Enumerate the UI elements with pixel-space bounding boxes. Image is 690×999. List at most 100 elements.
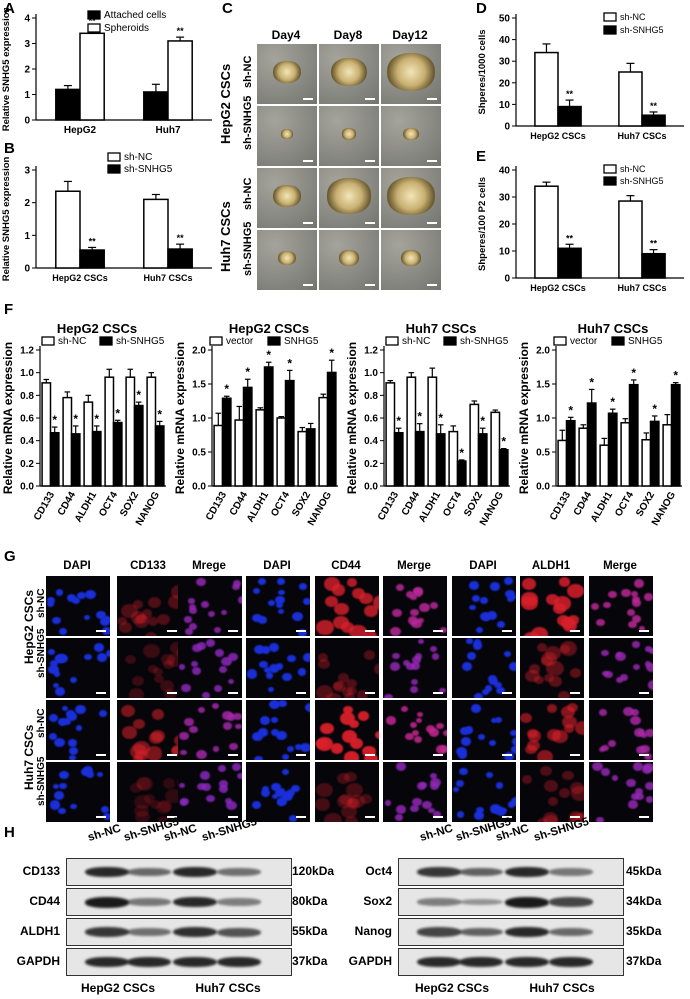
scale-bar bbox=[502, 754, 512, 756]
y-tick-label: 30 bbox=[499, 193, 511, 204]
category-label: OCT4 bbox=[613, 490, 636, 519]
y-tick-label: 1.0 bbox=[20, 368, 34, 379]
fluorescence-image bbox=[589, 638, 653, 698]
significance-label: * bbox=[136, 388, 141, 402]
legend-swatch bbox=[603, 12, 617, 22]
bar bbox=[557, 105, 582, 127]
category-label: Huh7 CSCs bbox=[143, 273, 192, 283]
scale-bar bbox=[427, 222, 437, 224]
blot-band bbox=[505, 866, 549, 878]
bar bbox=[276, 417, 287, 487]
bar bbox=[385, 382, 396, 487]
legend-swatch bbox=[553, 336, 567, 346]
bar bbox=[670, 383, 681, 487]
scale-bar bbox=[570, 816, 580, 818]
scale-bar bbox=[365, 222, 375, 224]
blot-band bbox=[217, 927, 261, 937]
legend-swatch bbox=[107, 152, 121, 162]
y-tick-label: 0.4 bbox=[20, 436, 34, 447]
bar bbox=[55, 88, 81, 121]
blot-band bbox=[127, 956, 171, 968]
blot-lane-label: sh-NC bbox=[86, 822, 123, 844]
legend-label: SNHG5 bbox=[284, 336, 319, 347]
panel-c-row-label: sh-NC bbox=[242, 177, 254, 210]
category-label: Huh7 CSCs bbox=[617, 131, 666, 141]
bar bbox=[607, 412, 618, 487]
bar bbox=[641, 114, 666, 127]
y-tick-label: 0 bbox=[24, 264, 30, 275]
panel-letter-c: C bbox=[222, 0, 233, 17]
blot-protein-label: CD44 bbox=[29, 894, 60, 908]
blot-band bbox=[85, 896, 129, 908]
panel-letter-g: G bbox=[4, 548, 16, 565]
legend-label: sh-SNHG5 bbox=[620, 25, 664, 35]
y-tick-label: 0 bbox=[504, 122, 510, 133]
bar bbox=[143, 91, 169, 121]
scale-bar bbox=[96, 816, 106, 818]
blot-protein-label: CD133 bbox=[22, 864, 60, 878]
sphere-micrograph bbox=[319, 44, 379, 104]
bar bbox=[221, 397, 232, 487]
bar bbox=[326, 371, 337, 487]
fluorescence-image bbox=[383, 700, 447, 760]
chart-title: Huh7 CSCs bbox=[406, 321, 477, 336]
legend-label: Attached cells bbox=[104, 10, 166, 21]
significance-label: * bbox=[73, 412, 78, 426]
scale-bar bbox=[502, 630, 512, 632]
y-axis-label: Relative SNHG5 expression bbox=[1, 156, 12, 281]
sphere bbox=[403, 127, 419, 141]
sphere-micrograph bbox=[257, 44, 317, 104]
chart-b: 0 1 2 3 Relative SNHG5 expression ** HepG2 CSC… bbox=[1, 152, 212, 283]
blot-band bbox=[459, 898, 503, 906]
panel-c-image-grid bbox=[257, 44, 441, 290]
legend-swatch bbox=[385, 336, 399, 346]
y-tick-label: 2 bbox=[24, 198, 30, 209]
bar bbox=[41, 382, 52, 487]
bar bbox=[534, 51, 559, 127]
bar bbox=[565, 419, 576, 487]
bar bbox=[104, 376, 115, 487]
significance-label: * bbox=[652, 402, 657, 416]
fluorescence-image bbox=[520, 700, 584, 760]
y-tick-label: 0.0 bbox=[192, 482, 206, 493]
legend-label: SNHG5 bbox=[628, 336, 663, 347]
bar bbox=[91, 430, 102, 487]
blot-strip bbox=[398, 858, 624, 886]
significance-label: * bbox=[329, 346, 334, 360]
y-tick-label: 1.5 bbox=[536, 380, 550, 391]
chart-f4: Huh7 CSCs 0.0 0.5 1.0 1.5 2.0 Relative mRNA ex… bbox=[517, 321, 682, 528]
bar bbox=[557, 439, 568, 487]
blot-band bbox=[505, 956, 549, 968]
y-tick-label: 10 bbox=[499, 100, 511, 111]
bar bbox=[79, 32, 105, 121]
panel-g-column-head: CD133 bbox=[130, 560, 166, 572]
significance-label: * bbox=[157, 407, 162, 421]
panel-g-column-head: ALDH1 bbox=[531, 560, 571, 572]
panel-letter-e: E bbox=[476, 148, 487, 165]
scale-bar bbox=[639, 630, 649, 632]
y-tick-label: 0.0 bbox=[20, 482, 34, 493]
scale-bar bbox=[167, 816, 177, 818]
legend-label: sh-SNHG5 bbox=[124, 164, 173, 175]
bar bbox=[167, 40, 193, 121]
bar bbox=[628, 383, 639, 487]
significance-label: * bbox=[266, 348, 271, 362]
bar bbox=[234, 419, 245, 487]
scale-bar bbox=[433, 630, 443, 632]
chart-d: 0 10 20 30 40 50 Shperes/1000 cells ** HepG2 CSC… bbox=[477, 12, 684, 141]
bar bbox=[414, 430, 425, 487]
chart-f1: HepG2 CSCs 0.0 0.2 0.4 0.6 0.8 1.0 1.2 Relative … bbox=[1, 321, 166, 528]
panel-g-group-hepg2: HepG2 CSCs bbox=[22, 589, 36, 664]
y-tick-label: 3 bbox=[24, 166, 30, 177]
legend-label: sh-NC bbox=[620, 164, 646, 174]
bar bbox=[662, 424, 673, 487]
panel-g-column-head: Merge bbox=[397, 560, 431, 572]
bar bbox=[70, 433, 81, 487]
y-tick-label: 0.6 bbox=[20, 414, 34, 425]
legend-label: sh-NC bbox=[124, 152, 152, 163]
blot-band bbox=[173, 956, 217, 968]
y-axis-label: Relative mRNA expression bbox=[345, 342, 359, 494]
blot-band bbox=[173, 926, 217, 938]
panel-letter-d: D bbox=[476, 0, 487, 17]
sphere-micrograph bbox=[381, 230, 441, 290]
